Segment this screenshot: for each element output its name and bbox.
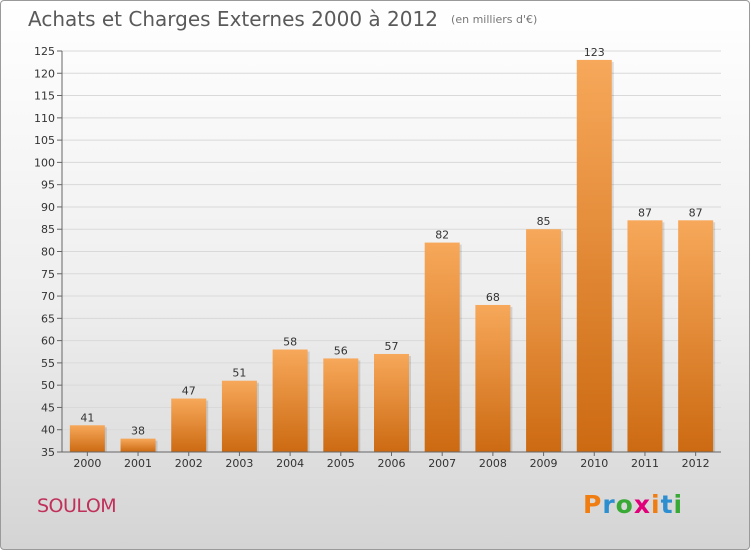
logo-letter: o <box>615 490 634 519</box>
chart-title: Achats et Charges Externes 2000 à 2012 <box>28 7 438 31</box>
x-tick-label: 2003 <box>225 457 253 470</box>
bar <box>69 425 105 452</box>
y-tick-label: 60 <box>41 335 55 348</box>
y-tick-label: 50 <box>41 379 55 392</box>
logo-letter: i <box>651 490 661 519</box>
x-tick-label: 2002 <box>175 457 203 470</box>
chart-subtitle: (en milliers d'€) <box>451 13 538 26</box>
logo-letter: i <box>673 490 684 519</box>
y-tick-label: 45 <box>41 401 55 414</box>
y-tick-label: 100 <box>34 156 55 169</box>
bars: 41 38 47 51 58 56 57 82 68 85 123 87 87 <box>69 46 716 453</box>
y-tick-label: 125 <box>34 45 55 58</box>
bar <box>323 358 359 452</box>
proxiti-logo: Proxiti <box>583 490 683 519</box>
value-label: 123 <box>584 46 605 59</box>
value-label: 58 <box>283 336 297 349</box>
axes: 35 40 45 50 55 60 65 70 75 80 85 90 95 100 105 110 115 12… <box>34 45 721 470</box>
logo-letter: r <box>602 490 616 519</box>
y-tick-label: 95 <box>41 179 55 192</box>
value-label: 38 <box>131 425 145 438</box>
x-tick-label: 2012 <box>682 457 710 470</box>
value-label: 51 <box>232 367 246 380</box>
y-tick-label: 65 <box>41 312 55 325</box>
y-tick-label: 120 <box>34 67 55 80</box>
y-tick-label: 85 <box>41 223 55 236</box>
x-tick-label: 2001 <box>124 457 152 470</box>
x-tick-label: 2010 <box>580 457 608 470</box>
y-tick-label: 70 <box>41 290 55 303</box>
value-label: 47 <box>182 385 196 398</box>
x-tick-label: 2007 <box>428 457 456 470</box>
value-label: 85 <box>537 215 551 228</box>
y-tick-label: 55 <box>41 357 55 370</box>
logo-letter: t <box>660 490 674 519</box>
x-tick-label: 2008 <box>479 457 507 470</box>
bar <box>120 438 156 452</box>
x-tick-label: 2000 <box>73 457 101 470</box>
x-tick-label: 2009 <box>530 457 558 470</box>
bar <box>272 349 308 452</box>
bar <box>171 398 207 452</box>
y-tick-label: 115 <box>34 90 55 103</box>
y-tick-label: 90 <box>41 201 55 214</box>
y-tick-label: 40 <box>41 424 55 437</box>
value-label: 82 <box>435 229 449 242</box>
value-label: 87 <box>638 206 652 219</box>
bar <box>627 220 663 452</box>
bar <box>374 353 409 452</box>
x-tick-label: 2011 <box>631 457 659 470</box>
y-tick-label: 35 <box>41 446 55 459</box>
logo-letter: x <box>633 490 651 519</box>
value-label: 57 <box>385 340 399 353</box>
value-label: 41 <box>80 411 94 424</box>
bar <box>526 229 562 452</box>
chart-header: Achats et Charges Externes 2000 à 2012 (… <box>28 7 537 31</box>
commune-name: SOULOM <box>37 495 117 517</box>
y-tick-label: 80 <box>41 246 55 259</box>
bar <box>678 220 714 452</box>
y-tick-label: 110 <box>34 112 55 125</box>
logo-letter: P <box>583 490 603 519</box>
y-tick-label: 105 <box>34 134 55 147</box>
value-label: 68 <box>486 291 500 304</box>
value-label: 56 <box>334 344 348 357</box>
bar <box>475 304 511 452</box>
x-tick-label: 2004 <box>276 457 304 470</box>
value-label: 87 <box>689 206 703 219</box>
x-tick-label: 2006 <box>378 457 406 470</box>
bar <box>576 59 612 453</box>
bar <box>424 242 460 452</box>
y-tick-label: 75 <box>41 268 55 281</box>
bar <box>221 380 257 452</box>
x-tick-label: 2005 <box>327 457 355 470</box>
